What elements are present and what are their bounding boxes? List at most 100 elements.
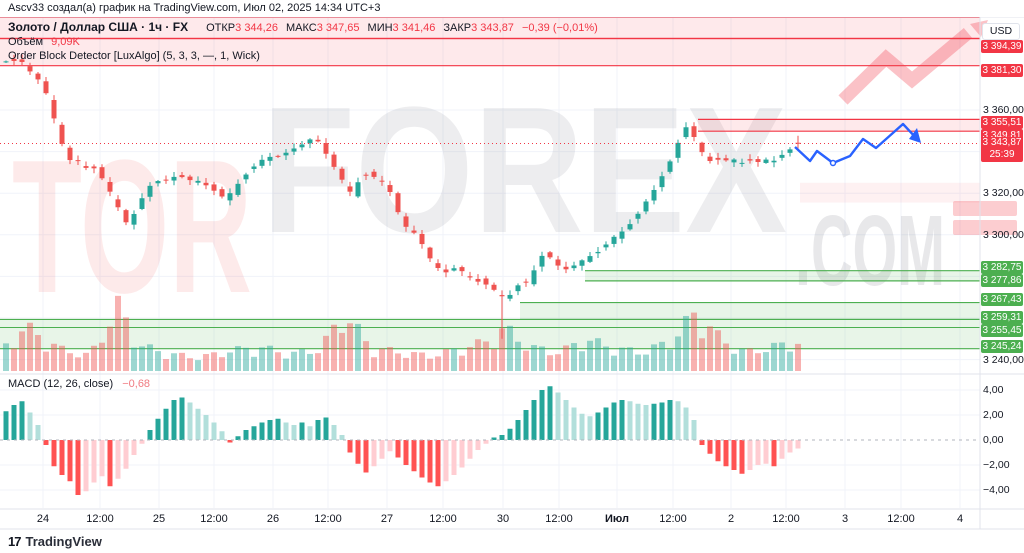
volume-bar xyxy=(235,346,241,371)
macd-histogram-bar xyxy=(747,440,753,470)
ohlc-value: 3 341,46 xyxy=(392,22,436,34)
macd-histogram-bar xyxy=(467,440,473,459)
volume-bar xyxy=(571,343,577,371)
macd-histogram-bar xyxy=(139,440,145,444)
candle-body xyxy=(403,216,409,227)
volume-bar xyxy=(347,323,353,371)
candle-body xyxy=(275,155,281,157)
macd-histogram-bar xyxy=(323,417,329,440)
watermark-text: FOREX xyxy=(262,70,787,271)
macd-histogram-bar xyxy=(707,440,713,454)
candle-body xyxy=(731,159,737,163)
volume-bar xyxy=(499,328,505,371)
macd-histogram-bar xyxy=(171,400,177,440)
candle-body xyxy=(627,224,633,230)
volume-bar xyxy=(35,335,41,371)
candle-body xyxy=(339,168,345,180)
support-price-label: 3 259,31 xyxy=(981,311,1023,324)
volume-bar xyxy=(787,351,793,371)
candle-body xyxy=(395,193,401,213)
candle-body xyxy=(427,247,433,259)
macd-histogram-bar xyxy=(731,440,737,470)
volume-bar xyxy=(547,355,553,371)
volume-value: 9,09K xyxy=(51,36,80,48)
volume-bar xyxy=(259,347,265,371)
tradingview-attribution[interactable]: 17 TradingView xyxy=(8,534,102,549)
candle-body xyxy=(371,171,377,177)
ohlc-value: 3 347,65 xyxy=(316,22,360,34)
candle-body xyxy=(155,181,161,184)
macd-histogram-bar xyxy=(555,392,561,440)
projection-anchor-handle[interactable] xyxy=(829,159,837,167)
volume-bar xyxy=(603,346,609,371)
candle-body xyxy=(267,156,273,161)
volume-bar xyxy=(11,348,17,371)
macd-histogram-bar xyxy=(515,420,521,440)
candle-body xyxy=(211,184,217,191)
volume-bar xyxy=(747,348,753,371)
volume-bar xyxy=(523,350,529,371)
volume-bar xyxy=(339,332,345,371)
candle-body xyxy=(59,124,65,144)
candle-body xyxy=(635,213,641,219)
macd-histogram-bar xyxy=(75,440,81,495)
macd-histogram-bar xyxy=(19,401,25,440)
volume-bar xyxy=(379,348,385,371)
candle-body xyxy=(179,175,185,178)
volume-legend-row[interactable]: Объём 9,09K xyxy=(8,36,80,49)
volume-bar xyxy=(659,341,665,371)
volume-bar xyxy=(3,343,9,371)
volume-bar xyxy=(475,339,481,371)
volume-bar xyxy=(211,352,217,371)
volume-bar xyxy=(563,345,569,371)
macd-histogram-bar xyxy=(587,416,593,440)
volume-bar xyxy=(227,352,233,371)
candle-body xyxy=(123,210,129,223)
volume-bar xyxy=(635,354,641,371)
candle-body xyxy=(691,126,697,137)
volume-bar xyxy=(131,347,137,371)
macd-histogram-bar xyxy=(611,402,617,440)
ohlc-label: ЗАКР xyxy=(443,22,472,34)
symbol-title[interactable]: Золото / Доллар США · 1ч · FX xyxy=(8,20,189,34)
indicator-legend-row[interactable]: Order Block Detector [LuxAlgo] (5, 3, 3,… xyxy=(8,50,260,63)
macd-histogram-bar xyxy=(107,440,113,487)
ohlc-label: МИН xyxy=(367,22,393,34)
candle-body xyxy=(547,252,553,258)
price-axis-tick: 3 240,00 xyxy=(983,353,1024,366)
volume-bar xyxy=(195,360,201,371)
candle-body xyxy=(739,162,745,164)
ohlc-value: 3 344,26 xyxy=(235,22,278,34)
candle-body xyxy=(467,276,473,278)
macd-legend-row[interactable]: MACD (12, 26, close) −0,68 xyxy=(8,378,150,390)
macd-histogram-bar xyxy=(99,440,105,477)
volume-bar xyxy=(267,345,273,371)
symbol-legend-row[interactable]: Золото / Доллар США · 1ч · FX ОТКР3 344,2… xyxy=(8,20,598,35)
candle-body xyxy=(147,185,153,197)
bullish-order-block xyxy=(0,319,980,349)
macd-histogram-bar xyxy=(459,440,465,468)
macd-axis-tick: 4,00 xyxy=(983,384,1004,396)
volume-bar xyxy=(699,338,705,371)
volume-bar xyxy=(587,340,593,371)
candle-body xyxy=(435,263,441,268)
candle-body xyxy=(707,156,713,162)
candle-body xyxy=(723,158,729,161)
volume-bar xyxy=(555,354,561,371)
currency-toggle-button[interactable]: USD xyxy=(982,23,1020,40)
bullish-order-block xyxy=(520,302,980,320)
macd-histogram-bar xyxy=(443,440,449,482)
macd-histogram-bar xyxy=(435,440,441,487)
candle-body xyxy=(43,81,49,94)
macd-histogram-bar xyxy=(483,440,489,444)
volume-bar xyxy=(483,341,489,371)
candle-body xyxy=(315,139,321,142)
candle-body xyxy=(363,174,369,176)
volume-bar xyxy=(315,353,321,371)
watermark-text: TOR xyxy=(12,121,252,333)
watermark-arrow-icon xyxy=(838,28,973,105)
ohlc-label: ОТКР xyxy=(206,22,236,34)
macd-histogram-bar xyxy=(419,440,425,478)
projection-zigzag-line[interactable] xyxy=(794,122,919,165)
